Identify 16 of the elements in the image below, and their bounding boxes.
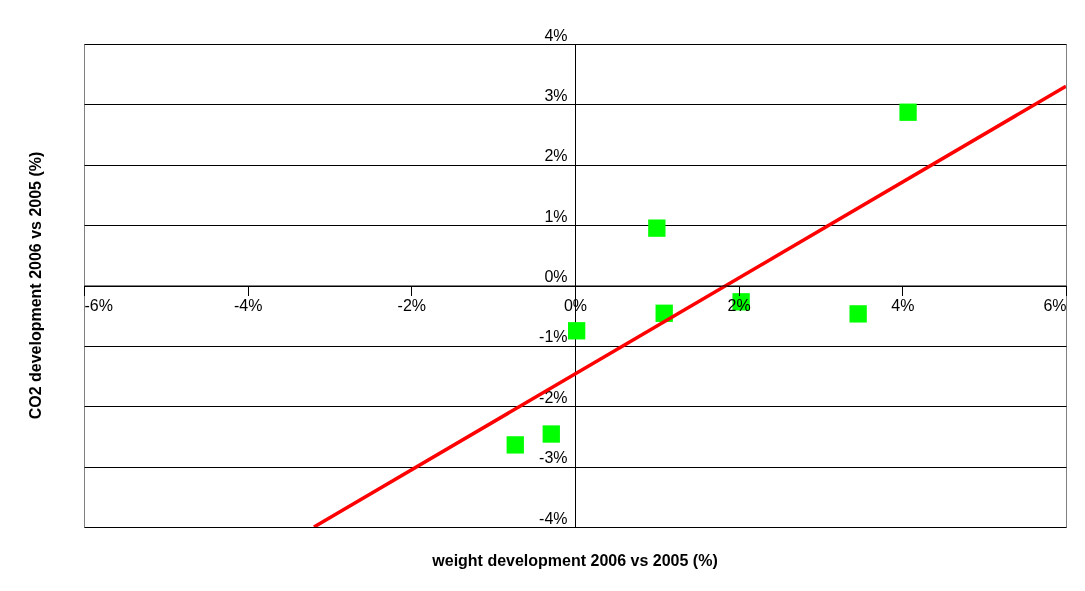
y-tick-label: 2% [544,147,568,165]
y-tick-label: 4% [544,26,568,44]
y-tick-label: -2% [539,388,568,406]
x-tick-label: -2% [397,297,427,314]
y-tick-label: 1% [544,207,568,225]
x-tick-label: -4% [233,297,263,314]
y-tick-label: 0% [544,268,568,285]
x-tick-label: 4% [891,297,915,314]
y-axis-title: CO2 development 2006 vs 2005 (%) [27,151,44,420]
y-tick-label: -1% [539,328,568,346]
x-tick-label: 6% [1043,297,1067,314]
y-tick-label: -4% [539,509,568,527]
y-tick-label: 3% [544,86,568,104]
y-tick-label: -3% [539,449,568,467]
x-axis-title: weight development 2006 vs 2005 (%) [431,552,718,569]
x-tick-label: -6% [84,297,113,314]
